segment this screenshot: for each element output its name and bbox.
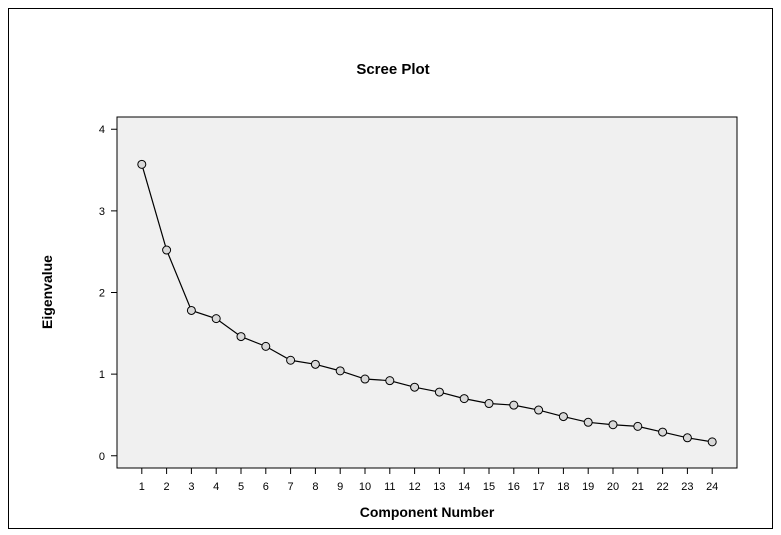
x-tick-label: 13: [433, 481, 445, 493]
data-point: [211, 314, 221, 324]
x-tick-label: 1: [139, 481, 145, 493]
x-tick-label: 12: [408, 481, 420, 493]
x-tick-label: 17: [532, 481, 544, 493]
x-tick-label: 21: [632, 481, 644, 493]
data-point: [162, 245, 172, 255]
x-tick-label: 8: [312, 481, 318, 493]
data-point: [583, 417, 593, 427]
x-tick-label: 11: [384, 481, 395, 493]
data-point: [608, 420, 618, 430]
y-tick-label: 2: [99, 288, 105, 300]
x-tick-label: 20: [607, 481, 619, 493]
data-point: [707, 437, 717, 447]
data-point: [261, 341, 271, 351]
x-tick-label: 16: [508, 481, 520, 493]
x-axis-label: Component Number: [360, 504, 495, 520]
x-tick-label: 2: [164, 481, 170, 493]
x-tick-label: 23: [681, 481, 693, 493]
x-tick-label: 18: [557, 481, 569, 493]
x-tick-label: 24: [706, 481, 718, 493]
data-point: [310, 359, 320, 369]
data-point: [286, 355, 296, 365]
data-point: [682, 433, 692, 443]
plot-area: [116, 116, 738, 469]
y-axis-label: Eigenvalue: [39, 255, 55, 329]
data-point: [484, 399, 494, 409]
data-point: [509, 400, 519, 410]
data-point: [335, 366, 345, 376]
x-tick-label: 5: [238, 481, 244, 493]
x-tick-label: 19: [582, 481, 594, 493]
x-tick-label: 15: [483, 481, 495, 493]
data-point: [434, 387, 444, 397]
data-point: [236, 332, 246, 342]
x-axis: 1 2 3 4 5 6 7 8 9 10 11 12 13 14 15 16 17 18 19 20 21 22 23 24: [139, 468, 718, 493]
data-point: [558, 412, 568, 422]
x-tick-label: 3: [188, 481, 194, 493]
x-tick-label: 6: [263, 481, 269, 493]
y-tick-label: 3: [99, 206, 105, 218]
y-axis: 0 1 2 3 4: [99, 124, 117, 463]
x-tick-label: 10: [359, 481, 371, 493]
x-tick-label: 22: [656, 481, 668, 493]
x-tick-label: 4: [213, 481, 219, 493]
data-point: [385, 376, 395, 386]
data-point: [633, 421, 643, 431]
chart-title: Scree Plot: [356, 61, 429, 78]
series-layer: [137, 159, 717, 447]
data-point: [137, 159, 147, 169]
x-tick-label: 14: [458, 481, 470, 493]
y-tick-label: 4: [99, 124, 105, 136]
data-point: [658, 427, 668, 437]
data-point: [534, 405, 544, 415]
data-point: [360, 374, 370, 384]
y-tick-label: 1: [99, 369, 105, 381]
data-point: [186, 305, 196, 315]
x-tick-label: 7: [288, 481, 294, 493]
x-tick-label: 9: [337, 481, 343, 493]
y-tick-label: 0: [99, 451, 105, 463]
data-point: [459, 394, 469, 404]
data-point: [410, 382, 420, 392]
